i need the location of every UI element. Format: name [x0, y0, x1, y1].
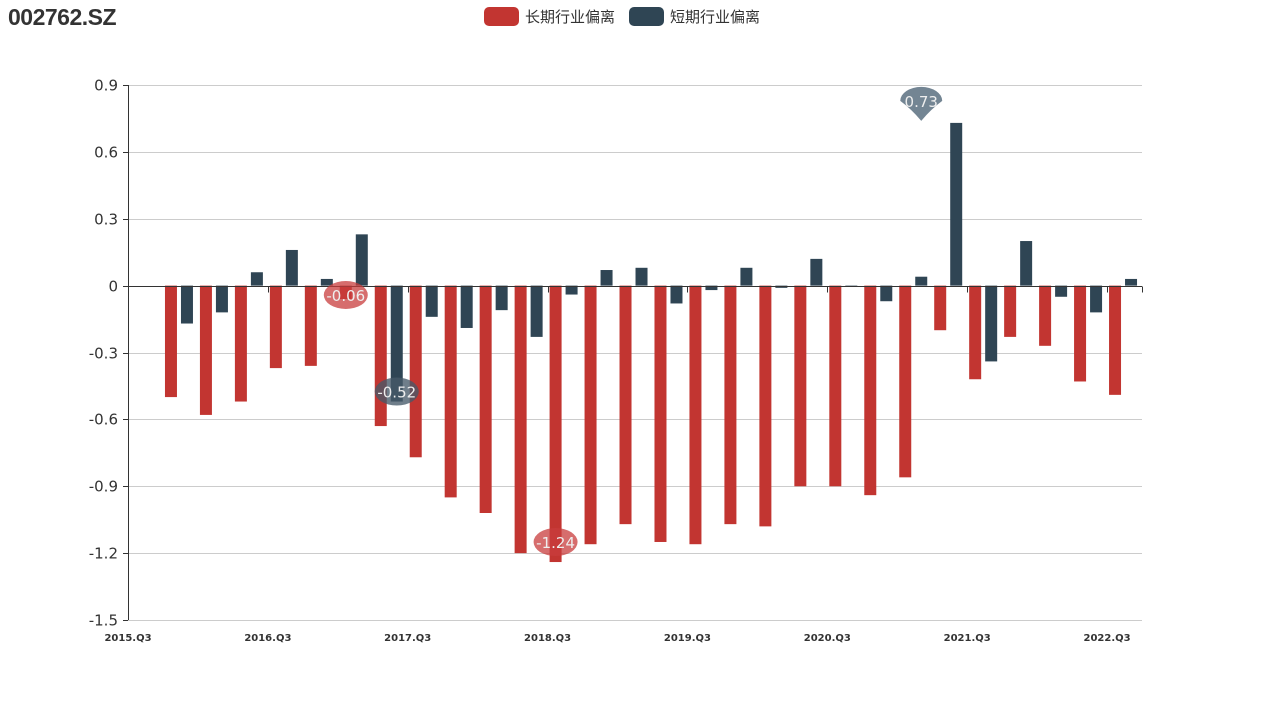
- bar-long-term: [724, 285, 737, 525]
- marker-bubble: [374, 377, 419, 406]
- bar-short-term: [915, 276, 928, 286]
- bar-short-term: [285, 249, 298, 286]
- marker-label: -1.24: [536, 534, 575, 552]
- y-tick-label: 0.6: [94, 144, 118, 162]
- bar-long-term: [409, 285, 422, 458]
- bar-long-term: [899, 285, 912, 478]
- bar-long-term: [444, 285, 457, 498]
- marker-bubble: [323, 281, 368, 309]
- marker-label: -0.06: [326, 287, 365, 305]
- bar-short-term: [1125, 278, 1138, 286]
- legend: 长期行业偏离 短期行业偏离: [484, 6, 774, 27]
- bar-short-term: [1020, 241, 1033, 286]
- bar-short-term: [1055, 285, 1068, 297]
- bar-short-term: [705, 285, 718, 291]
- bar-long-term: [689, 285, 702, 545]
- bar-long-term: [269, 285, 282, 369]
- y-tick-label: -0.3: [89, 345, 118, 363]
- bar-short-term: [810, 258, 823, 286]
- bar-short-term: [495, 285, 508, 311]
- bar-long-term: [479, 285, 492, 513]
- x-tick-label: 2017.Q3: [384, 633, 431, 644]
- legend-item-long-term[interactable]: 长期行业偏离: [484, 6, 615, 27]
- bar-long-term: [584, 285, 597, 545]
- bar-long-term: [934, 285, 947, 331]
- bar-long-term: [864, 285, 877, 496]
- y-tick-label: -0.9: [89, 478, 118, 496]
- bar-short-term: [740, 267, 753, 286]
- legend-label-long-term: 长期行业偏离: [525, 8, 616, 26]
- bar-long-term: [829, 285, 842, 487]
- bar-short-term: [390, 285, 403, 402]
- bar-short-term: [880, 285, 893, 302]
- bar-long-term: [234, 285, 247, 402]
- marker-label: -0.52: [377, 384, 416, 402]
- bar-long-term: [374, 285, 387, 427]
- x-tick-label: 2018.Q3: [524, 633, 571, 644]
- y-tick-label: 0.3: [94, 211, 118, 229]
- bar-short-term: [460, 285, 473, 328]
- bar-long-term: [969, 285, 982, 380]
- bar-long-term: [1039, 285, 1052, 346]
- bar-long-term: [654, 285, 667, 542]
- bar-long-term: [1004, 285, 1017, 337]
- bar-long-term: [304, 285, 317, 366]
- x-tick-label: 2015.Q3: [104, 633, 151, 644]
- bar-short-term: [320, 278, 333, 286]
- legend-label-short-term: 短期行业偏离: [670, 8, 761, 26]
- bar-short-term: [180, 285, 193, 324]
- x-tick-label: 2016.Q3: [244, 633, 291, 644]
- bar-long-term: [164, 285, 177, 398]
- y-tick-label: 0: [108, 278, 118, 296]
- bar-short-term: [845, 285, 858, 287]
- marker-bubble: [900, 86, 943, 121]
- legend-item-short-term[interactable]: 短期行业偏离: [629, 6, 760, 27]
- y-tick-label: -1.2: [89, 545, 118, 563]
- legend-swatch-long-term: [484, 7, 519, 26]
- bar-long-term: [514, 285, 527, 554]
- bar-short-term: [985, 285, 998, 362]
- chart-title: 002762.SZ: [8, 4, 117, 30]
- bar-long-term: [549, 285, 562, 563]
- bar-long-term: [1074, 285, 1087, 382]
- bar-short-term: [600, 270, 613, 286]
- bar-long-term: [619, 285, 632, 525]
- bar-short-term: [215, 285, 228, 313]
- bar-short-term: [670, 285, 683, 304]
- bar-short-term: [355, 234, 368, 286]
- bar-long-term: [199, 285, 212, 415]
- bar-long-term: [1109, 285, 1122, 395]
- bar-short-term: [635, 267, 648, 286]
- bar-short-term: [950, 122, 963, 286]
- x-tick-label: 2021.Q3: [944, 633, 991, 644]
- legend-swatch-short-term: [629, 7, 665, 26]
- bar-short-term: [530, 285, 543, 337]
- marker-label: 0.73: [905, 93, 938, 111]
- y-tick-label: -0.6: [89, 411, 118, 429]
- bar-long-term: [794, 285, 807, 487]
- bar-short-term: [250, 272, 263, 286]
- bar-short-term: [1090, 285, 1103, 313]
- y-tick-label: -1.5: [89, 612, 118, 630]
- bar-long-term: [759, 285, 772, 527]
- bar-short-term: [425, 285, 438, 317]
- bar-short-term: [565, 285, 578, 295]
- y-tick-label: 0.9: [94, 77, 118, 95]
- x-tick-label: 2022.Q3: [1083, 633, 1130, 644]
- x-tick-label: 2019.Q3: [664, 633, 711, 644]
- marker-bubble: [533, 528, 578, 557]
- x-tick-label: 2020.Q3: [804, 633, 851, 644]
